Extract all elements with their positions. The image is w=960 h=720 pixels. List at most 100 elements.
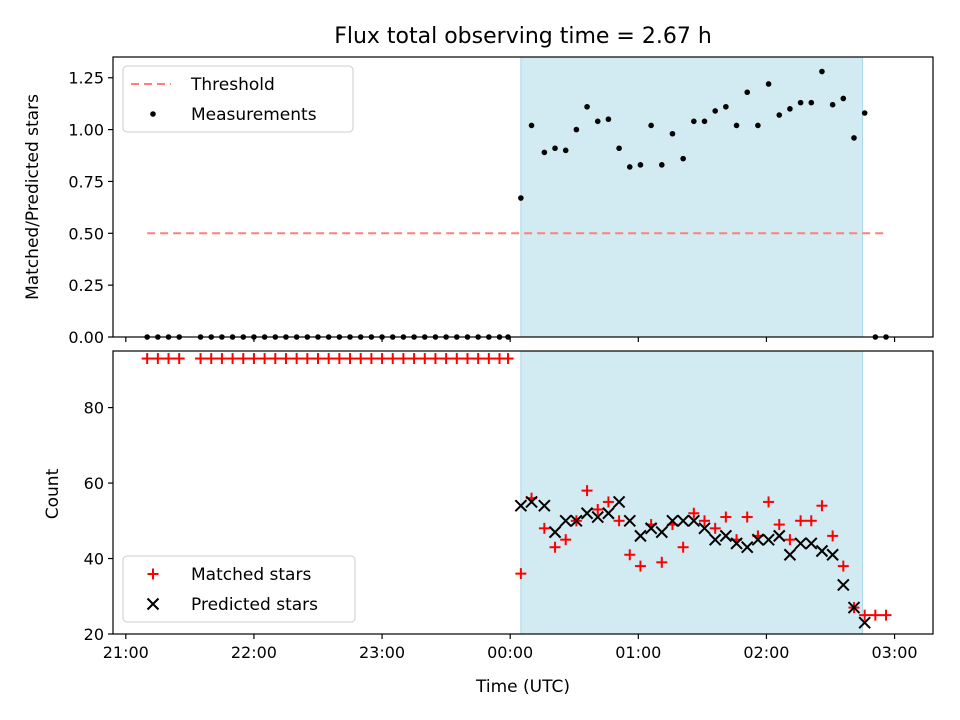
x-tick-label: 00:00 — [487, 643, 533, 662]
y-tick-label: 0.00 — [68, 328, 104, 347]
matched-star-point — [869, 609, 881, 621]
predicted-star-point-b — [847, 601, 861, 614]
matched-star-point — [634, 560, 646, 572]
matched-star-point — [312, 353, 324, 365]
legend-measurement-swatch — [150, 111, 156, 117]
measurement-point — [541, 149, 548, 156]
legend-label: Measurements — [191, 105, 317, 125]
legend-box — [122, 65, 354, 133]
count-y-axis-label: Count — [43, 468, 63, 519]
matched-star-point — [763, 496, 775, 508]
matched-star-point — [837, 560, 849, 572]
matched-star-point — [195, 353, 207, 365]
matched-star-point — [323, 353, 335, 365]
predicted-star-point — [591, 510, 604, 524]
measurement-point — [776, 112, 783, 118]
matched-star-point — [301, 353, 313, 365]
legend-label: Threshold — [190, 75, 275, 95]
y-tick-label: 0.75 — [68, 172, 104, 191]
predicted-star-point-b — [634, 529, 647, 543]
x-axis-label: Time (UTC) — [475, 677, 570, 697]
matched-star-point — [397, 353, 409, 365]
matched-star-point — [805, 515, 817, 527]
matched-star-point — [602, 496, 614, 508]
measurement-point — [744, 89, 751, 96]
measurement-point — [552, 145, 558, 152]
matched-star-point — [624, 549, 636, 561]
legend-matched-swatch — [147, 568, 159, 580]
y-tick-label: 0.50 — [68, 224, 104, 243]
matched-star-point — [880, 609, 892, 621]
matched-star-point — [451, 353, 463, 365]
y-tick-label: 40 — [84, 550, 104, 569]
matched-star-point — [173, 353, 185, 365]
predicted-star-point-b — [826, 548, 839, 561]
matched-star-point — [419, 353, 431, 365]
x-tick-label: 03:00 — [872, 643, 918, 662]
y-tick-label: 20 — [84, 625, 104, 644]
axes-frame — [112, 350, 934, 635]
predicted-star-point — [538, 499, 551, 512]
predicted-star-point — [826, 548, 839, 561]
matched-star-point — [227, 353, 239, 365]
predicted-star-point-b — [773, 529, 786, 543]
matched-star-point — [502, 353, 514, 365]
predicted-star-point-b — [837, 578, 850, 592]
matched-star-point — [795, 515, 807, 527]
measurement-point — [528, 122, 535, 129]
x-tick-label: 21:00 — [103, 643, 149, 662]
predicted-star-point — [548, 525, 562, 539]
measurement-point — [755, 122, 761, 129]
matched-star-point — [141, 353, 153, 365]
measurement-point — [691, 118, 697, 125]
predicted-star-point-b — [623, 514, 636, 528]
predicted-star-point-b — [794, 537, 807, 550]
matched-star-point — [709, 522, 721, 534]
predicted-star-point-b — [762, 533, 775, 546]
y-tick-label: 1.00 — [68, 121, 104, 140]
measurement-point — [594, 118, 601, 125]
matched-star-point — [248, 353, 260, 365]
measurement-point — [680, 155, 686, 162]
predicted-star-point — [730, 537, 743, 550]
axes-frame — [112, 56, 934, 338]
count-panel: 20 40 60 80 21:00 22:00 23:00 00:00 01:00 02:00 03… — [84, 350, 934, 662]
predicted-star-point — [525, 495, 538, 509]
matched-star-point — [741, 511, 753, 523]
matched-star-point — [163, 353, 175, 365]
predicted-star-point-b — [687, 514, 701, 528]
ratio-panel: 0.00 0.25 0.50 0.75 1.00 1.25 Threshold Measure… — [68, 56, 934, 347]
chart-title: Flux total observing time = 2.67 h — [334, 24, 712, 49]
measurement-point — [637, 162, 644, 168]
measurement-point — [733, 122, 740, 129]
measurement-point — [808, 99, 815, 106]
measurement-point — [518, 195, 524, 201]
predicted-star-point-b — [858, 616, 871, 629]
matched-star-point — [859, 609, 871, 621]
measurement-point — [829, 101, 836, 108]
measurement-point — [851, 135, 857, 141]
predicted-star-point-b — [719, 529, 733, 543]
predicted-star-point — [676, 514, 690, 528]
x-tick-label: 02:00 — [743, 643, 789, 662]
ratio-y-axis-label: Matched/Predicted stars — [23, 94, 43, 300]
predicted-star-point — [783, 548, 797, 561]
predicted-star-point-b — [525, 495, 538, 509]
matched-star-point — [827, 530, 839, 542]
matched-star-point — [237, 353, 249, 365]
measurement-point — [669, 130, 676, 137]
predicted-star-point — [794, 537, 807, 550]
matched-star-point — [365, 353, 377, 365]
measurement-point — [712, 108, 718, 114]
predicted-star-point — [580, 507, 594, 520]
predicted-star-point-b — [644, 522, 658, 535]
measurement-point — [819, 68, 825, 75]
predicted-star-point-b — [580, 507, 594, 520]
matched-star-point — [773, 519, 785, 531]
matched-star-point — [699, 515, 711, 527]
y-tick-label: 0.25 — [68, 276, 104, 295]
predicted-star-point — [612, 495, 626, 509]
predicted-star-point-b — [815, 544, 829, 558]
predicted-star-point-b — [730, 537, 743, 550]
predicted-star-point-b — [655, 525, 669, 539]
